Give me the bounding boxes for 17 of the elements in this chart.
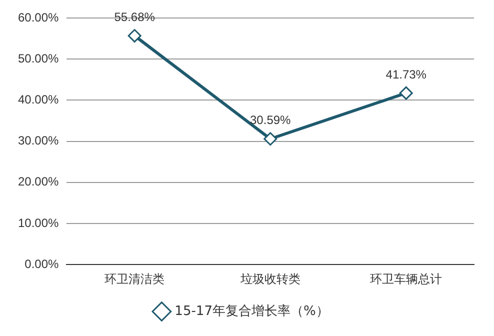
- data-label: 41.73%: [386, 67, 427, 82]
- x-tick-label: 环卫清洁类: [104, 272, 165, 286]
- point: [399, 86, 413, 100]
- y-tick-label: 20.00%: [18, 174, 60, 189]
- y-tick-label: 0.00%: [24, 256, 60, 271]
- y-tick-label: 40.00%: [18, 92, 60, 107]
- point: [264, 132, 278, 146]
- point: [128, 29, 142, 43]
- legend-label: 15-17年复合增长率（%）: [174, 302, 329, 319]
- y-tick-label: 50.00%: [18, 51, 60, 66]
- y-tick-label: 10.00%: [18, 216, 60, 230]
- data-label: 30.59%: [250, 113, 292, 128]
- x-tick-label: 环卫车辆总计: [370, 272, 442, 286]
- y-tick-label: 60.00%: [18, 10, 60, 24]
- y-tick-label: 30.00%: [18, 134, 60, 148]
- data-label: 55.68%: [114, 10, 156, 24]
- x-tick-label: 垃圾收转类: [239, 272, 300, 286]
